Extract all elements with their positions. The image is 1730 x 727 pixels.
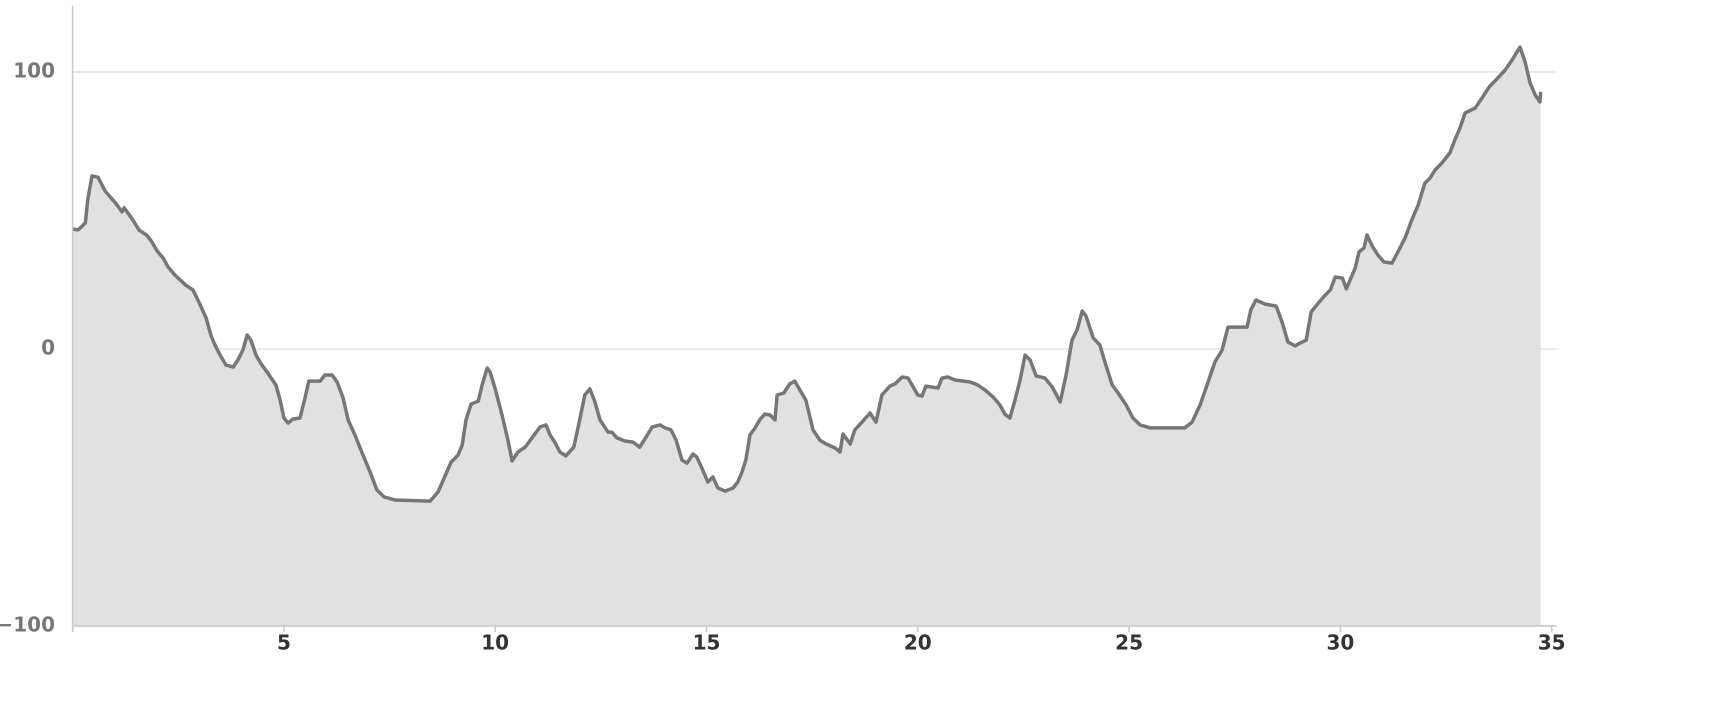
x-tick-label: 5	[277, 631, 291, 655]
x-tick-label: 20	[904, 631, 932, 655]
x-tick-label: 25	[1115, 631, 1143, 655]
x-tick-label: 10	[481, 631, 509, 655]
y-tick-label: −100	[0, 613, 55, 637]
line	[72, 45, 1543, 503]
x-tick-label: 30	[1326, 631, 1354, 655]
y-tick-label: 100	[13, 58, 55, 82]
x-tick-label: 35	[1538, 631, 1566, 655]
y-tick-label: 0	[41, 335, 55, 359]
area	[72, 47, 1541, 627]
x-tick-label: 15	[693, 631, 721, 655]
